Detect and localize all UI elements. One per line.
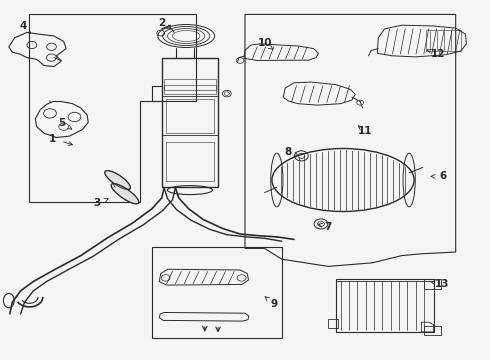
Bar	[424, 326, 441, 335]
Text: 11: 11	[358, 126, 372, 136]
Polygon shape	[111, 184, 139, 204]
Text: 10: 10	[257, 38, 272, 48]
Text: 9: 9	[271, 299, 278, 309]
Text: 5: 5	[59, 118, 66, 128]
Bar	[166, 142, 214, 181]
Bar	[424, 279, 441, 289]
Text: 3: 3	[94, 198, 100, 208]
Bar	[166, 99, 214, 133]
Text: 12: 12	[431, 49, 446, 59]
Text: 1: 1	[49, 134, 56, 144]
Polygon shape	[105, 171, 130, 189]
Bar	[426, 30, 461, 51]
Text: 4: 4	[19, 21, 27, 31]
Text: 7: 7	[324, 222, 332, 232]
Bar	[328, 319, 338, 328]
Text: 2: 2	[158, 18, 165, 28]
Text: 8: 8	[285, 147, 292, 157]
Bar	[164, 85, 216, 94]
Text: 13: 13	[435, 279, 449, 289]
Bar	[164, 79, 216, 90]
Bar	[152, 247, 282, 338]
Bar	[336, 279, 434, 332]
Text: 6: 6	[440, 171, 447, 181]
